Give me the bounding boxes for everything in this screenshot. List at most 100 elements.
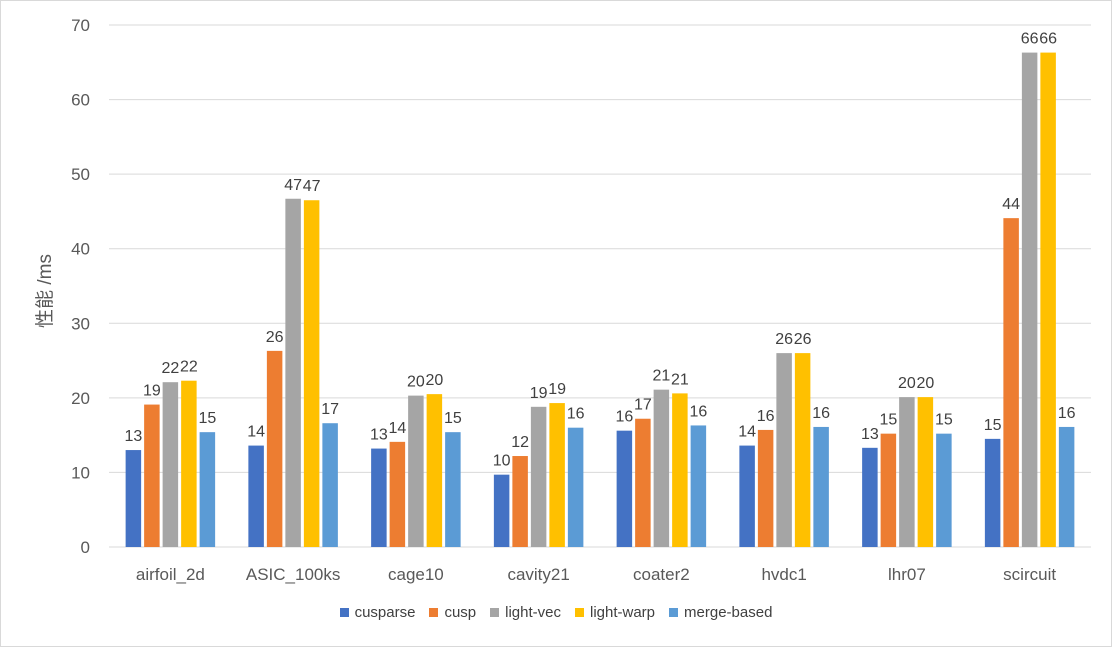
bar-merge-based <box>690 425 707 547</box>
data-label: 16 <box>812 405 830 422</box>
bar-cusparse <box>248 445 264 547</box>
bar-cusp <box>389 441 406 547</box>
data-label: 26 <box>266 329 284 346</box>
x-tick-label: airfoil_2d <box>136 565 205 584</box>
data-label: 13 <box>861 426 879 443</box>
bar-light-warp <box>549 403 565 547</box>
x-tick-label: scircuit <box>1003 565 1056 584</box>
bar-cusp <box>757 429 774 547</box>
legend-item-cusp: cusp <box>429 604 476 621</box>
data-label: 16 <box>757 408 775 425</box>
data-label: 47 <box>303 178 321 195</box>
data-label: 66 <box>1021 31 1039 48</box>
bar-cusparse <box>862 447 878 547</box>
legend-label: cusparse <box>354 604 416 621</box>
legend-swatch <box>429 608 439 617</box>
bar-merge-based <box>1058 426 1075 547</box>
data-label: 14 <box>247 424 265 441</box>
bar-light-vec <box>653 389 670 547</box>
y-axis-title: 性能 /ms <box>34 254 56 328</box>
legend-label: light-vec <box>505 604 561 621</box>
bar-cusp <box>144 404 160 547</box>
data-label: 13 <box>124 428 142 445</box>
bar-light-warp <box>794 353 811 547</box>
bar-cusparse <box>493 474 510 547</box>
legend-item-light-warp: light-warp <box>575 604 655 621</box>
bar-light-vec <box>162 382 179 547</box>
data-label: 20 <box>898 375 916 392</box>
legend-label: cusp <box>444 604 477 621</box>
data-label: 22 <box>161 360 179 377</box>
legend: cusparse cusp light-vec light-warp merge-bas… <box>0 604 1112 621</box>
bar-light-vec <box>1021 52 1038 547</box>
bar-cusparse <box>984 438 1001 547</box>
data-label: 19 <box>530 385 548 402</box>
bars <box>125 52 1075 547</box>
y-tick-label: 60 <box>71 91 90 110</box>
data-label: 19 <box>548 381 566 398</box>
data-label: 21 <box>671 371 689 388</box>
x-axis-ticks: airfoil_2d ASIC_100ks cage10 cavity21 coater… <box>136 565 1056 584</box>
data-label: 15 <box>198 410 216 427</box>
bar-light-warp <box>917 397 934 547</box>
y-tick-label: 40 <box>71 240 90 259</box>
bar-cusp <box>880 433 897 547</box>
y-tick-label: 20 <box>71 389 90 408</box>
data-label: 16 <box>1058 405 1076 422</box>
legend-item-light-vec: light-vec <box>490 604 561 621</box>
data-label: 15 <box>444 410 462 427</box>
bar-light-vec <box>776 353 792 547</box>
bar-light-warp <box>303 200 320 547</box>
y-tick-label: 0 <box>81 538 90 557</box>
data-label: 15 <box>984 417 1002 434</box>
bar-cusp <box>512 456 528 547</box>
legend-label: merge-based <box>684 604 773 621</box>
y-tick-label: 30 <box>71 314 90 333</box>
y-axis-ticks: 0 10 20 30 40 50 60 70 <box>71 16 90 557</box>
data-label: 26 <box>794 331 812 348</box>
bar-merge-based <box>199 432 216 547</box>
data-label: 13 <box>370 427 388 444</box>
bar-merge-based <box>322 423 338 547</box>
data-label: 19 <box>143 383 161 400</box>
legend-label: light-warp <box>590 604 656 621</box>
data-label: 20 <box>407 374 425 391</box>
data-label: 47 <box>284 177 302 194</box>
y-tick-label: 50 <box>71 165 90 184</box>
bar-cusparse <box>739 445 755 547</box>
data-label: 12 <box>511 434 529 451</box>
y-tick-label: 70 <box>71 16 90 35</box>
bar-merge-based <box>445 432 461 547</box>
legend-swatch <box>339 608 349 617</box>
bar-merge-based <box>813 426 829 547</box>
data-label: 17 <box>634 397 652 414</box>
bar-light-vec <box>899 397 915 547</box>
x-tick-label: hvdc1 <box>761 565 806 584</box>
data-label: 15 <box>879 412 897 429</box>
data-label: 10 <box>493 453 511 470</box>
bar-light-warp <box>181 380 197 547</box>
data-label: 16 <box>615 409 633 426</box>
bar-light-vec <box>530 406 547 547</box>
x-tick-label: cavity21 <box>507 565 569 584</box>
legend-item-cusparse: cusparse <box>339 604 416 621</box>
data-label: 15 <box>935 412 953 429</box>
data-label: 16 <box>689 403 707 420</box>
x-tick-label: cage10 <box>388 565 444 584</box>
x-tick-label: lhr07 <box>888 565 926 584</box>
data-label: 16 <box>567 406 585 423</box>
bar-light-warp <box>426 394 443 547</box>
data-label: 21 <box>652 368 670 385</box>
bar-light-vec <box>285 198 301 547</box>
bar-cusp <box>266 350 283 547</box>
data-label: 26 <box>775 331 793 348</box>
data-label: 14 <box>738 424 756 441</box>
legend-swatch <box>490 608 500 617</box>
data-label: 20 <box>916 375 934 392</box>
bar-light-warp <box>1040 52 1056 547</box>
bar-merge-based <box>567 427 584 547</box>
bar-light-warp <box>672 393 688 547</box>
legend-item-merge-based: merge-based <box>669 604 772 621</box>
